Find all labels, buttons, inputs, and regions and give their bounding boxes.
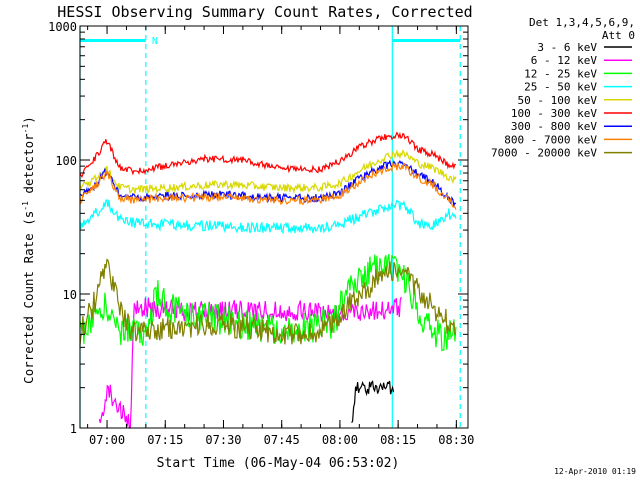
series-line-3_6keV bbox=[351, 380, 395, 423]
legend-label-6: 300 - 800 keV bbox=[511, 120, 597, 133]
legend-label-0: 3 - 6 keV bbox=[537, 41, 597, 54]
markers-layer: N bbox=[79, 26, 461, 428]
series-line-7000_20000keV bbox=[79, 258, 457, 347]
legend-header-line1: Det 1,3,4,5,6,9, bbox=[529, 16, 635, 29]
x-tick-label-4: 08:00 bbox=[322, 433, 358, 447]
legend-header-line2: Att 0 bbox=[602, 29, 635, 42]
night-bar-1 bbox=[392, 39, 461, 42]
legend-label-2: 12 - 25 keV bbox=[524, 67, 597, 80]
y-tick-label-0: 1 bbox=[70, 422, 77, 436]
ylabel-sup2: -1 bbox=[21, 124, 30, 134]
series-line-50_100keV bbox=[79, 148, 457, 195]
x-tick-label-6: 08:30 bbox=[438, 433, 474, 447]
series-layer bbox=[79, 131, 457, 429]
x-tick-label-3: 07:45 bbox=[264, 433, 300, 447]
legend-label-3: 25 - 50 keV bbox=[524, 81, 597, 94]
legend-label-5: 100 - 300 keV bbox=[511, 107, 597, 120]
svg-text:Corrected Count Rate (s-1 dete: Corrected Count Rate (s-1 detector-1) bbox=[21, 116, 36, 384]
legend-label-7: 800 - 7000 keV bbox=[504, 133, 597, 146]
plot-frame bbox=[79, 25, 469, 429]
night-bar-0 bbox=[80, 39, 146, 42]
legend-label-4: 50 - 100 keV bbox=[518, 94, 598, 107]
night-bar-label-0: N bbox=[152, 36, 158, 47]
y-tick-label-2: 100 bbox=[55, 154, 77, 168]
legend-label-8: 7000 - 20000 keV bbox=[491, 147, 597, 160]
ylabel-main: Corrected Count Rate (s bbox=[21, 211, 36, 384]
x-tick-label-0: 07:00 bbox=[89, 433, 125, 447]
x-tick-label-2: 07:30 bbox=[205, 433, 241, 447]
legend-label-1: 6 - 12 keV bbox=[531, 54, 598, 67]
series-line-800_7000keV bbox=[79, 161, 457, 210]
series-line-6_12keV bbox=[98, 296, 402, 429]
x-tick-label-1: 07:15 bbox=[147, 433, 183, 447]
y-tick-label-3: 1000 bbox=[48, 20, 77, 34]
ylabel-end: ) bbox=[21, 116, 36, 124]
y-tick-label-1: 10 bbox=[63, 288, 77, 302]
chart-title: HESSI Observing Summary Count Rates, Cor… bbox=[57, 3, 472, 21]
series-line-25_50keV bbox=[79, 198, 457, 235]
ylabel-sup1: -1 bbox=[21, 201, 30, 211]
x-tick-label-5: 08:15 bbox=[380, 433, 416, 447]
axes-layer: 07:00 07:15 07:30 07:45 08:00 08:15 08:30 1 10 10… bbox=[48, 20, 474, 447]
y-axis-label: Corrected Count Rate (s-1 detector-1) bbox=[21, 116, 36, 384]
footer-timestamp: 12-Apr-2010 01:19 bbox=[554, 467, 636, 476]
x-axis-label: Start Time (06-May-04 06:53:02) bbox=[157, 456, 400, 471]
series-line-100_300keV bbox=[79, 131, 456, 178]
ylabel-mid: detector bbox=[21, 133, 36, 201]
